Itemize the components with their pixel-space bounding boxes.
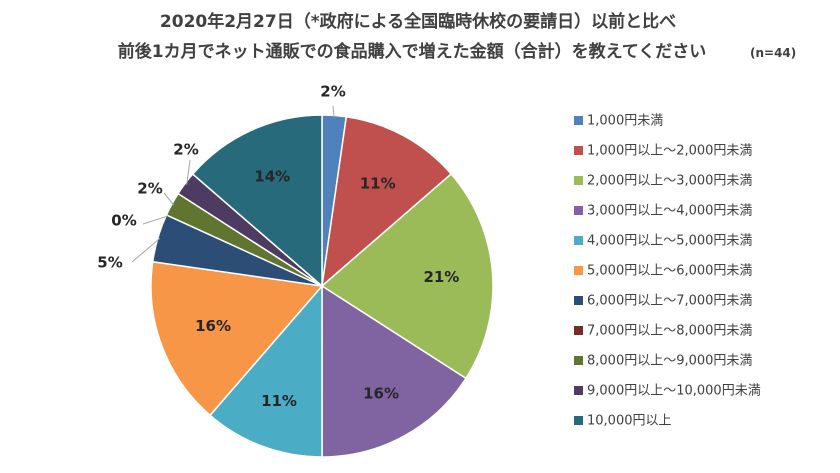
legend-label-5: 4,000円以上～5,000円未満 (587, 234, 752, 249)
legend-label-8: 7,000円以上～8,000円未満 (587, 324, 752, 339)
data-label-8: 0% (111, 212, 136, 230)
legend-swatch-4 (574, 206, 583, 215)
slice-6 (150, 260, 324, 417)
legend-swatch-2 (574, 146, 583, 155)
leader-line-7 (131, 238, 161, 263)
data-label-2: 11% (360, 174, 396, 192)
slice-3 (320, 172, 494, 380)
legend-swatch-10 (574, 386, 583, 395)
legend-label-3: 2,000円以上～3,000円未満 (587, 174, 752, 189)
data-label-9: 2% (137, 180, 162, 198)
data-label-11: 14% (254, 168, 290, 186)
slice-2 (320, 115, 453, 288)
legend-label-10: 9,000円以上～10,000円未満 (587, 384, 761, 399)
data-label-7: 5% (97, 254, 122, 272)
leader-line-1 (332, 105, 335, 118)
legend: 1,000円未満 1,000円以上～2,000円未満 2,000円以上～3,000円… (574, 114, 761, 429)
legend-swatch-5 (574, 236, 583, 245)
data-label-6: 16% (195, 317, 231, 335)
legend-swatch-8 (574, 326, 583, 335)
label-leader-lines (131, 105, 335, 263)
legend-label-6: 5,000円以上～6,000円未満 (587, 264, 752, 279)
chart-title-line-2: 前後1カ月でネット通販での食品購入で増えた金額（合計）を教えてください (118, 41, 706, 62)
legend-label-1: 1,000円未満 (587, 114, 663, 129)
slice-11 (191, 114, 323, 288)
slice-5 (209, 283, 323, 458)
data-label-1: 2% (320, 83, 345, 101)
data-label-4: 16% (363, 385, 399, 403)
chart-title-line-1: 2020年2月27日（*政府による全国臨時休校の要請日）以前と比べ (160, 11, 676, 32)
data-label-10: 2% (173, 141, 198, 159)
sample-size-note: (n=44) (750, 46, 796, 60)
legend-label-2: 1,000円以上～2,000円未満 (587, 144, 752, 159)
legend-label-4: 3,000円以上～4,000円未満 (587, 204, 752, 219)
data-labels: 2%11%21%16%11%16%5%0%2%2%14% (97, 83, 459, 410)
legend-swatch-1 (574, 116, 583, 125)
legend-swatch-3 (574, 176, 583, 185)
legend-label-7: 6,000円以上～7,000円未満 (587, 294, 752, 309)
data-label-5: 11% (261, 392, 297, 410)
data-label-3: 21% (423, 268, 459, 286)
leader-line-9 (163, 192, 175, 206)
legend-swatch-11 (574, 416, 583, 425)
legend-swatch-9 (574, 356, 583, 365)
slice-4 (321, 284, 467, 458)
legend-swatch-7 (574, 296, 583, 305)
legend-label-9: 8,000円以上～9,000円未満 (587, 354, 752, 369)
leader-line-8 (142, 215, 169, 225)
legend-label-11: 10,000円以上 (587, 414, 672, 429)
leader-line-10 (186, 159, 191, 185)
legend-swatch-6 (574, 266, 583, 275)
pie-slices (150, 114, 494, 458)
